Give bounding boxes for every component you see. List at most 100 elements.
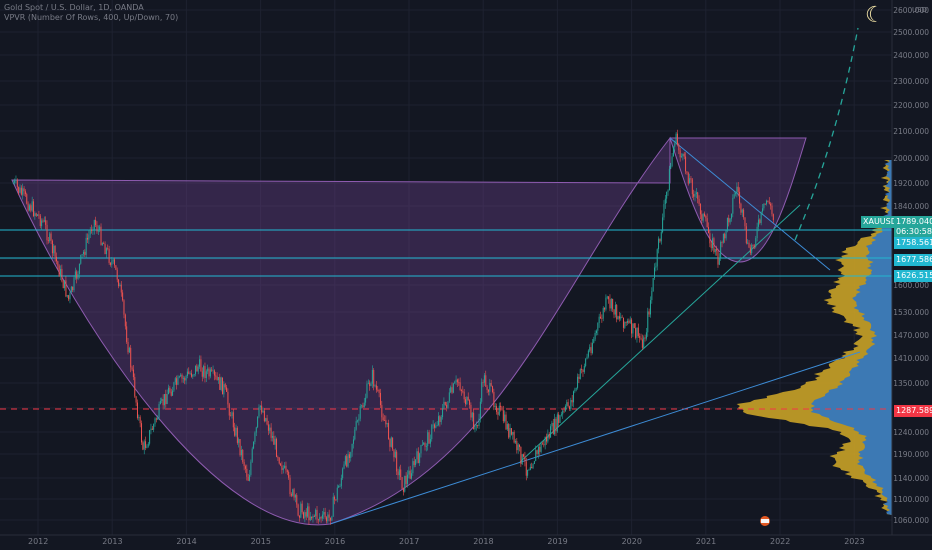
candle <box>639 336 641 338</box>
candle <box>448 392 450 402</box>
candle <box>182 378 184 379</box>
candle <box>347 454 349 467</box>
price-tick: 1190.000 <box>893 449 929 459</box>
candle <box>717 250 719 265</box>
candle <box>334 496 336 500</box>
candle <box>286 470 288 472</box>
candle <box>718 257 720 265</box>
candle <box>622 317 624 328</box>
candle <box>47 240 49 242</box>
indicator-label[interactable]: VPVR (Number Of Rows, 400, Up/Down, 70) <box>4 13 179 22</box>
candle <box>556 414 558 432</box>
candle <box>505 414 507 430</box>
candle <box>489 383 491 392</box>
candle <box>247 476 249 481</box>
candle <box>702 213 704 221</box>
candle <box>328 514 330 518</box>
candle <box>262 410 264 413</box>
candle <box>693 194 695 197</box>
candle <box>250 461 252 475</box>
price-tick: 1100.000 <box>893 494 929 504</box>
candle <box>78 263 80 274</box>
candle <box>186 371 188 377</box>
price-tick: 2500.000 <box>893 27 929 37</box>
candle <box>544 436 546 446</box>
candle <box>271 435 273 438</box>
candle <box>682 153 684 157</box>
candle <box>217 377 219 381</box>
candle <box>716 248 718 251</box>
candle <box>28 205 30 211</box>
candle <box>478 418 480 426</box>
candle <box>263 410 265 422</box>
candle <box>482 382 484 384</box>
candle <box>546 436 548 442</box>
candle <box>767 200 769 202</box>
candle <box>357 420 359 422</box>
currency-badge[interactable]: USD <box>912 6 927 14</box>
candle <box>621 316 623 318</box>
candle <box>181 374 183 379</box>
candle <box>55 256 57 262</box>
candle <box>211 369 213 371</box>
candle <box>462 390 464 392</box>
candle <box>80 254 82 264</box>
candle <box>759 219 761 223</box>
candle <box>454 382 456 384</box>
candle <box>315 509 317 517</box>
candle <box>290 494 292 496</box>
candle <box>377 389 379 391</box>
candle <box>473 412 475 430</box>
candle <box>536 450 538 454</box>
candle <box>540 443 542 452</box>
candle <box>289 477 291 495</box>
time-tick: 2012 <box>28 537 49 546</box>
candle <box>319 517 321 520</box>
candle <box>257 416 259 428</box>
candle <box>281 465 283 471</box>
candle <box>366 383 368 398</box>
candle <box>97 229 99 232</box>
moon-icon: ☾ <box>865 3 885 28</box>
candle <box>33 201 35 217</box>
candle <box>560 414 562 416</box>
projection-line[interactable] <box>794 27 859 241</box>
candle <box>139 417 141 424</box>
candle <box>385 420 387 425</box>
candle <box>114 259 116 266</box>
candle <box>654 267 656 278</box>
candle <box>213 370 215 376</box>
candle <box>276 438 278 457</box>
candle <box>451 387 453 393</box>
candle <box>547 434 549 442</box>
trendline-long[interactable] <box>329 351 861 525</box>
candle <box>598 316 600 324</box>
candle <box>552 422 554 435</box>
candle <box>185 376 187 381</box>
candle <box>590 347 592 354</box>
trendline-resistance[interactable] <box>669 137 831 271</box>
candle <box>254 432 256 442</box>
candle <box>606 296 608 298</box>
price-tick: 2300.000 <box>893 76 929 86</box>
candle <box>409 470 411 479</box>
candle <box>18 186 20 193</box>
candle <box>443 401 445 409</box>
candle <box>433 424 435 428</box>
candle <box>554 418 556 435</box>
candle <box>60 268 62 277</box>
candle <box>203 366 205 377</box>
candle <box>379 392 381 406</box>
price-tick: 1140.000 <box>893 473 929 483</box>
candle <box>726 217 728 231</box>
candle <box>189 373 191 375</box>
candle <box>240 450 242 456</box>
candle <box>529 466 531 470</box>
candle <box>659 238 661 242</box>
candle <box>617 316 619 320</box>
candle <box>274 438 276 445</box>
candle <box>109 262 111 265</box>
candle <box>581 369 583 370</box>
candle <box>267 424 269 431</box>
